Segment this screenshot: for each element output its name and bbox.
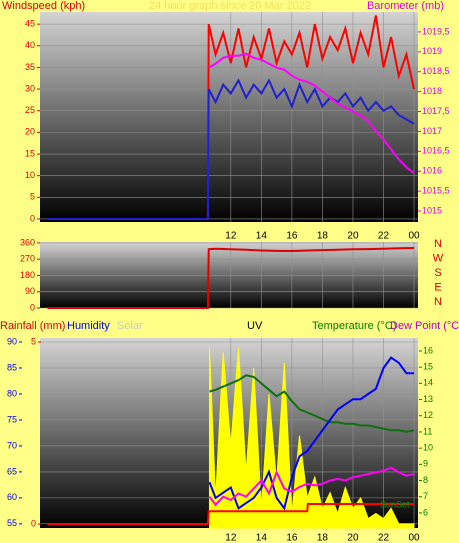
compass-label: N: [434, 238, 442, 250]
series-line: [47, 247, 415, 309]
x-tick-label: 22: [378, 533, 390, 543]
y-axis-label: Windspeed (kph): [2, 0, 85, 12]
x-tick-label: 12: [225, 231, 237, 242]
series-line: [208, 52, 415, 174]
y-tick-label: 90: [25, 286, 35, 296]
y-tick-label: 10: [423, 443, 433, 453]
y-tick-label: 45: [25, 18, 35, 28]
y-tick-label: 8: [423, 475, 428, 485]
series-line: [47, 15, 415, 220]
legend-label: Dew Point (°C): [390, 320, 459, 332]
y-tick-label: 12: [423, 410, 433, 420]
compass-label: S: [434, 267, 441, 279]
y-tick-label: 1015: [422, 205, 442, 215]
x-tick-label: 14: [256, 533, 268, 543]
y-tick-label: 180: [20, 270, 35, 280]
compass-label: E: [434, 281, 441, 293]
y2-axis-label: Barometer (mb): [367, 0, 444, 12]
y-tick-label: 90: [7, 336, 17, 346]
y-tick-label: 1017,5: [422, 106, 450, 116]
y-tick-label: 75: [7, 414, 17, 424]
y-tick-label: 5: [30, 192, 35, 202]
legend-label: UV: [247, 320, 263, 332]
y-tick-label: 85: [7, 362, 17, 372]
y-tick-label: 1019: [422, 46, 442, 56]
y-tick-label: 1016: [422, 166, 442, 176]
x-tick-label: 00: [408, 231, 420, 242]
y-tick-label: 0: [30, 213, 35, 223]
y-tick-label: 10: [25, 170, 35, 180]
y-tick-label: 30: [25, 83, 35, 93]
y-tick-label: 16: [423, 345, 433, 355]
plot-area: [40, 12, 418, 222]
y-tick-label: 1017: [422, 126, 442, 136]
y-tick-label: 6: [423, 507, 428, 517]
x-tick-label: 16: [286, 533, 298, 543]
y-tick-label: 40: [25, 40, 35, 50]
y-tick-label: 14: [423, 378, 433, 388]
y-tick-label: 360: [20, 237, 35, 247]
y-tick-label: 270: [20, 254, 35, 264]
y-tick-label: 9: [423, 459, 428, 469]
y-tick-label: 0: [31, 518, 36, 528]
y-tick-label: 1016,5: [422, 146, 450, 156]
y-tick-label: 11: [423, 426, 432, 436]
series-line: [47, 78, 415, 220]
y-tick-label: 60: [7, 492, 17, 502]
y-tick-label: 65: [7, 466, 17, 476]
x-tick-label: 20: [347, 533, 359, 543]
series-line: [208, 356, 414, 511]
legend-label: Temperature (°C): [312, 320, 396, 332]
x-tick-label: 20: [347, 231, 359, 242]
series-line: [47, 503, 414, 525]
y-tick-label: 25: [25, 105, 35, 115]
series-line: [209, 374, 415, 433]
y-tick-label: 35: [25, 62, 35, 72]
x-tick-label: 12: [225, 533, 237, 543]
y-tick-label: 7: [423, 491, 428, 501]
y-tick-label: 55: [7, 518, 17, 528]
series-area: [208, 347, 415, 529]
x-tick-label: 18: [317, 231, 329, 242]
y-tick-label: 1015,5: [422, 186, 450, 196]
y-tick-label: 1019,5: [422, 26, 450, 36]
legend-label: Solar: [117, 320, 143, 332]
y-tick-label: 15: [25, 148, 35, 158]
y-tick-label: 13: [423, 394, 433, 404]
legend-label: Rainfall (mm): [0, 320, 65, 332]
y-tick-label: 5: [31, 336, 36, 346]
series-line: [208, 466, 415, 507]
x-tick-label: 16: [286, 231, 298, 242]
legend-label: Humidity: [67, 320, 110, 332]
y-tick-label: 70: [7, 440, 17, 450]
y-tick-label: 20: [25, 127, 35, 137]
y-tick-label: 80: [7, 388, 17, 398]
compass-label: W: [433, 252, 444, 264]
y-tick-label: 15: [423, 362, 433, 372]
chart-title: 24 hour graph since 20 Mar 2022: [149, 0, 311, 12]
x-tick-label: 00: [408, 533, 420, 543]
compass-label: N: [434, 296, 442, 308]
x-tick-label: 18: [317, 533, 329, 543]
x-tick-label: 14: [256, 231, 268, 242]
x-tick-label: 22: [378, 231, 390, 242]
y-tick-label: 0: [30, 302, 35, 312]
annotation: SunSet: [380, 499, 410, 509]
y-tick-label: 1018: [422, 86, 442, 96]
plot-area: [40, 242, 418, 308]
y-tick-label: 1018,5: [422, 66, 450, 76]
